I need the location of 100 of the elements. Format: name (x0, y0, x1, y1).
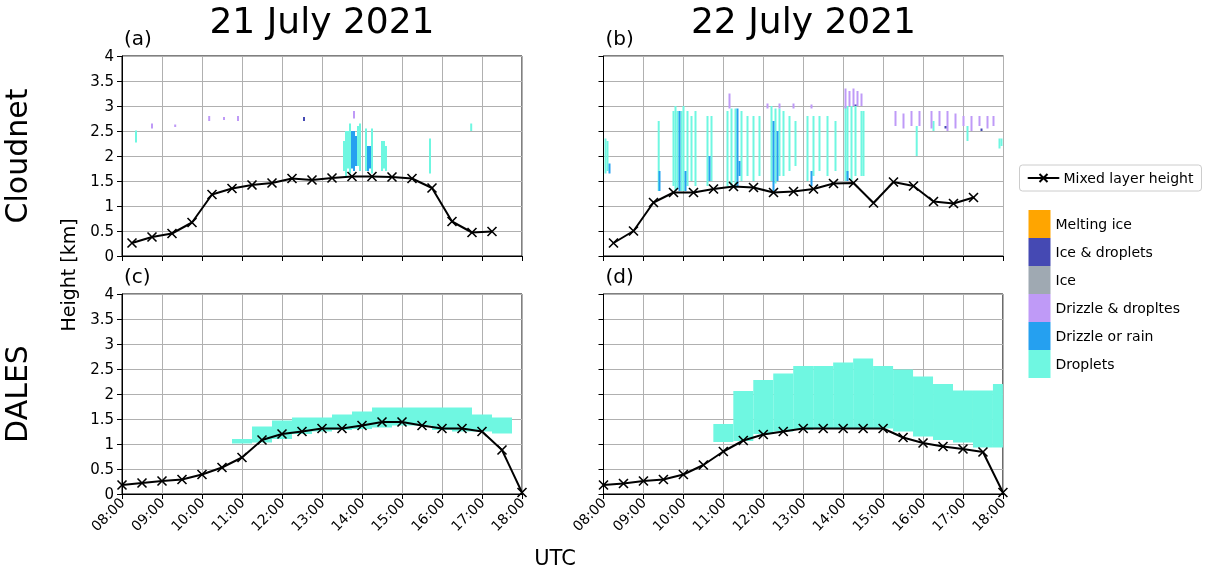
bar (730, 108, 733, 186)
point (196, 469, 208, 480)
point (446, 216, 458, 227)
bar (792, 103, 795, 109)
point (977, 446, 989, 458)
point (608, 237, 619, 249)
point (456, 423, 468, 434)
point (628, 225, 639, 237)
point (466, 227, 478, 238)
y-tick-label: 2.5 (90, 122, 114, 140)
point (166, 228, 178, 239)
bar (932, 121, 935, 131)
y-tick-label: 2.5 (90, 360, 114, 378)
bar (303, 117, 305, 121)
y-tick-label: 1.5 (90, 410, 114, 428)
y-tick-label: 3 (104, 97, 114, 115)
bar (850, 106, 853, 181)
bar (604, 138, 607, 174)
bar (954, 113, 957, 129)
chart-title: 22 July 2021 (690, 0, 917, 41)
bar (810, 171, 813, 186)
bar (844, 88, 847, 109)
point (748, 182, 759, 193)
bar (726, 111, 729, 186)
y-tick-label: 3 (104, 335, 114, 353)
bar (812, 116, 815, 176)
point (678, 469, 689, 480)
legend-label: Ice (1055, 272, 1076, 288)
point (688, 187, 699, 198)
point (146, 231, 158, 243)
x-axis-title: UTC (534, 546, 576, 570)
bar (694, 111, 697, 186)
bar (794, 121, 797, 166)
bar (682, 106, 685, 191)
bar (690, 116, 693, 181)
point (286, 173, 298, 184)
bar (986, 116, 989, 129)
point (436, 423, 448, 434)
y-tick-label: 4 (104, 285, 114, 303)
bar (970, 116, 973, 131)
bar (806, 116, 809, 181)
point (658, 474, 669, 485)
bar (766, 103, 769, 109)
bar (778, 108, 781, 176)
point (406, 173, 418, 184)
bar (706, 116, 709, 186)
point (728, 181, 739, 192)
point (848, 177, 859, 189)
bar (966, 126, 969, 141)
point (837, 423, 849, 434)
bar (740, 111, 743, 181)
bar (902, 113, 905, 129)
bar (470, 123, 473, 131)
point (416, 420, 428, 431)
point (496, 444, 508, 456)
point (486, 226, 498, 237)
text: (d) (605, 264, 634, 288)
bar (778, 103, 781, 109)
y-tick-label: 2 (104, 385, 114, 403)
bar (353, 111, 355, 119)
point (176, 474, 188, 485)
point (336, 423, 348, 434)
point (897, 432, 909, 443)
bar (818, 116, 821, 171)
y-tick-label: 0.5 (90, 460, 114, 478)
point (246, 179, 258, 191)
point (618, 478, 629, 489)
point (908, 180, 919, 192)
bar (930, 111, 933, 129)
point (668, 187, 679, 198)
bar (848, 91, 851, 106)
bar (776, 131, 779, 181)
bar (608, 163, 611, 174)
y-tick-label: 1.5 (90, 172, 114, 190)
bar (223, 117, 225, 120)
bar (860, 93, 863, 106)
y-tick-label: 2 (104, 147, 114, 165)
point (598, 479, 609, 491)
point (698, 459, 709, 471)
point (917, 437, 929, 449)
point (206, 189, 218, 200)
bar (854, 106, 857, 176)
point (216, 462, 228, 473)
point (186, 217, 198, 228)
legend-label: Ice & droplets (1055, 244, 1153, 260)
point (476, 426, 488, 437)
bar (834, 121, 837, 171)
bar (810, 104, 813, 109)
point (888, 176, 899, 188)
bar (345, 131, 347, 176)
bar (710, 116, 713, 181)
point (948, 198, 959, 209)
point (648, 197, 659, 208)
bar (772, 121, 775, 191)
bar (365, 128, 367, 171)
point (708, 183, 719, 195)
bar (371, 128, 373, 174)
bar (910, 111, 913, 126)
point (718, 446, 729, 457)
point (968, 192, 979, 203)
